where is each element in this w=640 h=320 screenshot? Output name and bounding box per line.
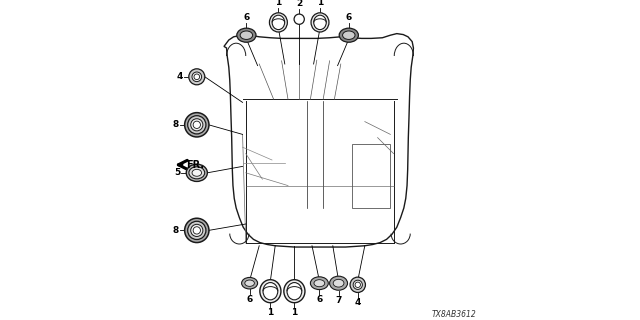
Circle shape: [194, 74, 200, 80]
Text: 8: 8: [173, 120, 179, 129]
Ellipse shape: [263, 283, 278, 300]
Text: 1: 1: [268, 308, 273, 317]
Circle shape: [294, 14, 305, 24]
Text: 7: 7: [335, 296, 342, 305]
Text: 1: 1: [275, 0, 282, 7]
Ellipse shape: [333, 279, 344, 287]
Ellipse shape: [185, 218, 209, 243]
Text: 4: 4: [177, 72, 183, 81]
Ellipse shape: [240, 31, 253, 39]
Text: FR.: FR.: [186, 160, 204, 170]
Ellipse shape: [188, 221, 206, 239]
Text: TX8AB3612: TX8AB3612: [432, 310, 477, 319]
Ellipse shape: [287, 283, 302, 300]
Ellipse shape: [192, 72, 202, 82]
Ellipse shape: [185, 113, 209, 137]
Ellipse shape: [188, 116, 206, 134]
Ellipse shape: [269, 13, 287, 32]
Ellipse shape: [342, 31, 355, 39]
Text: 6: 6: [243, 13, 250, 22]
Text: 6: 6: [316, 295, 323, 304]
Text: 2: 2: [296, 0, 302, 8]
Ellipse shape: [260, 280, 281, 303]
Ellipse shape: [244, 280, 255, 286]
Ellipse shape: [189, 69, 205, 85]
Circle shape: [193, 227, 200, 234]
Text: 5: 5: [174, 168, 180, 177]
Ellipse shape: [310, 277, 328, 290]
Ellipse shape: [330, 276, 348, 290]
Text: 4: 4: [355, 298, 361, 307]
Text: 1: 1: [291, 308, 298, 317]
Ellipse shape: [314, 15, 326, 29]
Circle shape: [193, 121, 200, 128]
Ellipse shape: [350, 277, 365, 292]
Ellipse shape: [191, 224, 203, 236]
Ellipse shape: [186, 164, 207, 181]
Text: 8: 8: [173, 226, 179, 235]
Ellipse shape: [189, 167, 205, 179]
Ellipse shape: [339, 28, 358, 42]
Ellipse shape: [192, 169, 202, 176]
Text: 6: 6: [346, 13, 352, 22]
Circle shape: [355, 282, 360, 287]
Ellipse shape: [191, 119, 203, 131]
Ellipse shape: [311, 13, 329, 32]
Ellipse shape: [353, 280, 362, 289]
Ellipse shape: [284, 280, 305, 303]
Text: 6: 6: [246, 295, 253, 304]
Ellipse shape: [242, 277, 258, 289]
Text: 1: 1: [317, 0, 323, 7]
Ellipse shape: [314, 280, 324, 287]
Ellipse shape: [237, 28, 256, 42]
Ellipse shape: [272, 15, 285, 29]
